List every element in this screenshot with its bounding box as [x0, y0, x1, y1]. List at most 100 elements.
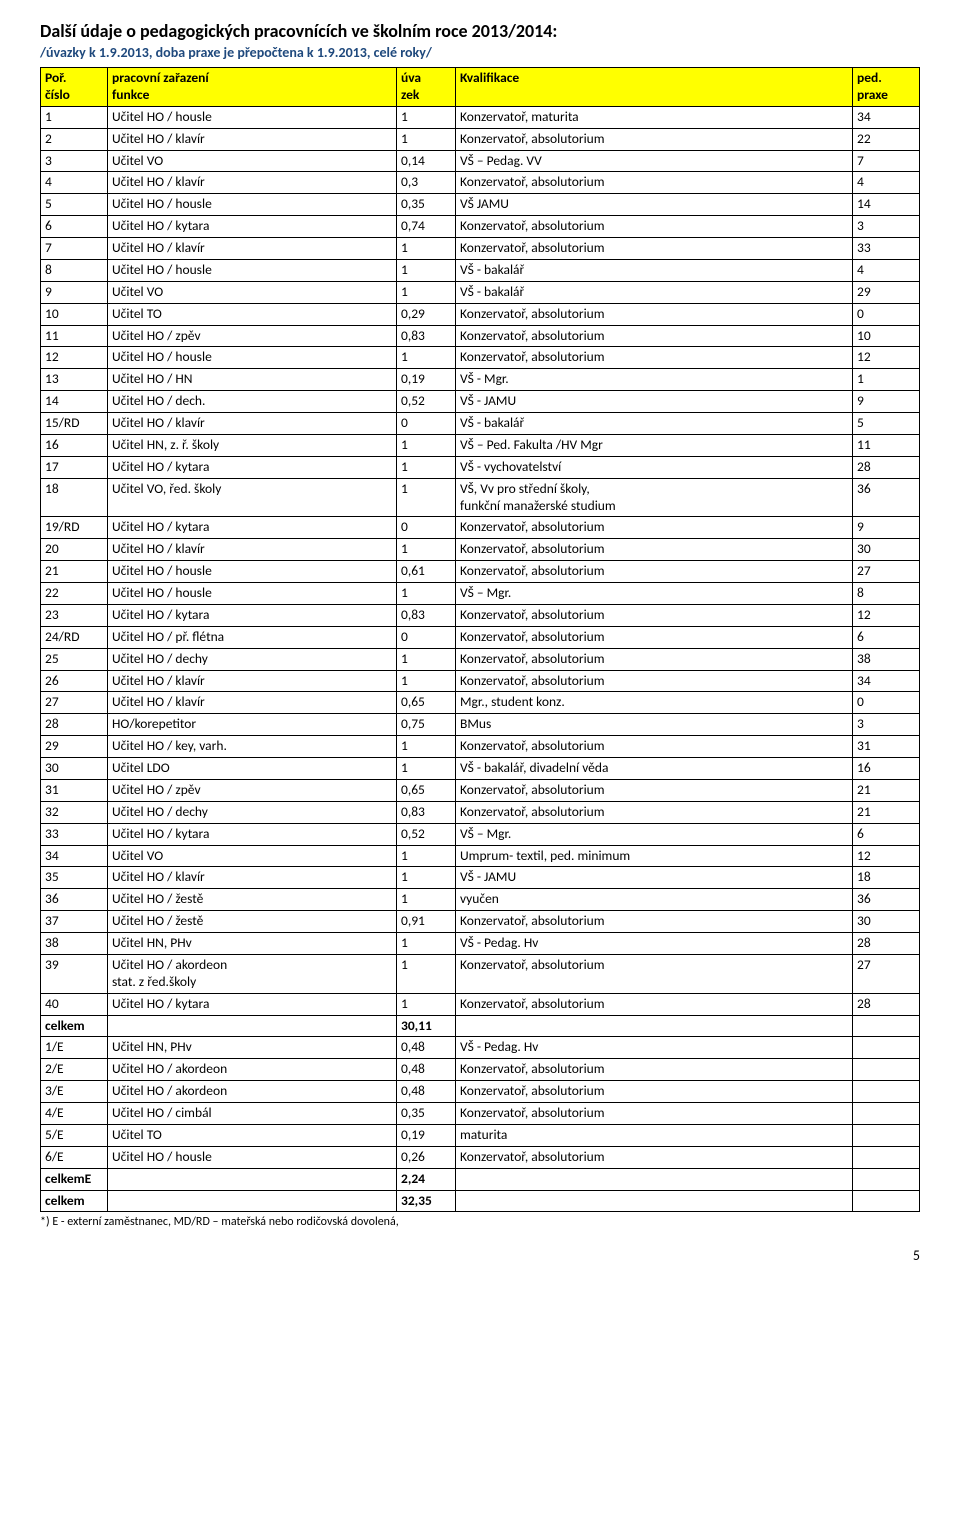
- cell-kv: Konzervatoř, maturita: [456, 106, 853, 128]
- table-row: 17Učitel HO / kytara1VŠ - vychovatelství…: [41, 456, 920, 478]
- cell-fn: Učitel VO, řed. školy: [108, 478, 397, 517]
- cell-uv: 1: [397, 648, 456, 670]
- cell-fn: Učitel HO / zpěv: [108, 325, 397, 347]
- cell-pr: 21: [853, 779, 920, 801]
- cell-pr: 12: [853, 604, 920, 626]
- cell-uv: 0,3: [397, 172, 456, 194]
- cell-uv: 1: [397, 583, 456, 605]
- cell-uv: 0,14: [397, 150, 456, 172]
- table-row: 4Učitel HO / klavír0,3Konzervatoř, absol…: [41, 172, 920, 194]
- cell-fn: Učitel HO / dechy: [108, 648, 397, 670]
- cell-uv: 1: [397, 106, 456, 128]
- cell-kv: Mgr., student konz.: [456, 692, 853, 714]
- cell-kv: Konzervatoř, absolutorium: [456, 1059, 853, 1081]
- cell-id: celkem: [41, 1015, 108, 1037]
- cell-pr: 12: [853, 347, 920, 369]
- cell-fn: [108, 1015, 397, 1037]
- cell-pr: 30: [853, 539, 920, 561]
- table-row: 19/RDUčitel HO / kytara0Konzervatoř, abs…: [41, 517, 920, 539]
- cell-fn: Učitel HO / klavír: [108, 539, 397, 561]
- cell-pr: 28: [853, 933, 920, 955]
- cell-fn: Učitel HN, PHv: [108, 1037, 397, 1059]
- cell-id: 32: [41, 801, 108, 823]
- cell-pr: 7: [853, 150, 920, 172]
- page-subheading: /úvazky k 1.9.2013, doba praxe je přepoč…: [40, 44, 920, 61]
- cell-id: 26: [41, 670, 108, 692]
- cell-fn: Učitel HN, PHv: [108, 933, 397, 955]
- table-row: 2/EUčitel HO / akordeon0,48Konzervatoř, …: [41, 1059, 920, 1081]
- cell-kv: Konzervatoř, absolutorium: [456, 954, 853, 993]
- cell-kv: Konzervatoř, absolutorium: [456, 736, 853, 758]
- cell-pr: 28: [853, 456, 920, 478]
- cell-uv: 0: [397, 626, 456, 648]
- table-row: 20Učitel HO / klavír1Konzervatoř, absolu…: [41, 539, 920, 561]
- table-row: 3/EUčitel HO / akordeon0,48Konzervatoř, …: [41, 1081, 920, 1103]
- cell-id: 11: [41, 325, 108, 347]
- cell-fn: Učitel HO / žestě: [108, 911, 397, 933]
- cell-pr: 0: [853, 692, 920, 714]
- cell-kv: Konzervatoř, absolutorium: [456, 779, 853, 801]
- cell-id: 40: [41, 993, 108, 1015]
- cell-id: 19/RD: [41, 517, 108, 539]
- cell-fn: [108, 1190, 397, 1212]
- table-row: 6Učitel HO / kytara0,74Konzervatoř, abso…: [41, 216, 920, 238]
- cell-fn: Učitel HO / kytara: [108, 993, 397, 1015]
- cell-fn: Učitel HO / klavír: [108, 670, 397, 692]
- cell-uv: 0,83: [397, 604, 456, 626]
- table-row: 10Učitel TO0,29Konzervatoř, absolutorium…: [41, 303, 920, 325]
- cell-id: 16: [41, 434, 108, 456]
- cell-uv: 32,35: [397, 1190, 456, 1212]
- cell-uv: 0,19: [397, 369, 456, 391]
- table-row: 39Učitel HO / akordeonstat. z řed.školy1…: [41, 954, 920, 993]
- cell-kv: Konzervatoř, absolutorium: [456, 1103, 853, 1125]
- table-row: 27Učitel HO / klavír0,65Mgr., student ko…: [41, 692, 920, 714]
- cell-fn: Učitel HO / zpěv: [108, 779, 397, 801]
- cell-fn: Učitel HO / housle: [108, 106, 397, 128]
- cell-kv: Konzervatoř, absolutorium: [456, 1081, 853, 1103]
- table-row: 1/EUčitel HN, PHv0,48VŠ - Pedag. Hv: [41, 1037, 920, 1059]
- cell-pr: 31: [853, 736, 920, 758]
- table-row: 37Učitel HO / žestě0,91Konzervatoř, abso…: [41, 911, 920, 933]
- cell-kv: maturita: [456, 1124, 853, 1146]
- cell-pr: 12: [853, 845, 920, 867]
- cell-kv: Konzervatoř, absolutorium: [456, 626, 853, 648]
- table-row: 14Učitel HO / dech.0,52VŠ - JAMU9: [41, 391, 920, 413]
- cell-kv: VŠ – Pedag. VV: [456, 150, 853, 172]
- cell-fn: Učitel HO / akordeonstat. z řed.školy: [108, 954, 397, 993]
- page-number: 5: [40, 1247, 920, 1264]
- cell-uv: 0,35: [397, 1103, 456, 1125]
- cell-id: 1/E: [41, 1037, 108, 1059]
- cell-fn: Učitel LDO: [108, 758, 397, 780]
- cell-fn: Učitel HO / housle: [108, 583, 397, 605]
- cell-uv: 1: [397, 736, 456, 758]
- cell-uv: 0,61: [397, 561, 456, 583]
- cell-id: 3/E: [41, 1081, 108, 1103]
- cell-uv: 0,29: [397, 303, 456, 325]
- cell-fn: Učitel VO: [108, 845, 397, 867]
- cell-uv: 0,74: [397, 216, 456, 238]
- cell-fn: Učitel HO / klavír: [108, 128, 397, 150]
- table-row: 31Učitel HO / zpěv0,65Konzervatoř, absol…: [41, 779, 920, 801]
- cell-fn: Učitel HO / kytara: [108, 456, 397, 478]
- table-row: 32Učitel HO / dechy0,83Konzervatoř, abso…: [41, 801, 920, 823]
- cell-pr: 5: [853, 413, 920, 435]
- cell-fn: Učitel HO / dech.: [108, 391, 397, 413]
- cell-pr: [853, 1124, 920, 1146]
- cell-kv: Konzervatoř, absolutorium: [456, 128, 853, 150]
- cell-kv: Konzervatoř, absolutorium: [456, 1146, 853, 1168]
- cell-pr: [853, 1190, 920, 1212]
- cell-kv: Konzervatoř, absolutorium: [456, 238, 853, 260]
- cell-fn: Učitel HO / housle: [108, 1146, 397, 1168]
- cell-fn: Učitel HO / cimbál: [108, 1103, 397, 1125]
- cell-pr: 34: [853, 670, 920, 692]
- table-row: 5/EUčitel TO0,19maturita: [41, 1124, 920, 1146]
- cell-pr: [853, 1015, 920, 1037]
- table-row: 6/EUčitel HO / housle0,26Konzervatoř, ab…: [41, 1146, 920, 1168]
- table-row: 36Učitel HO / žestě1vyučen36: [41, 889, 920, 911]
- cell-kv: Konzervatoř, absolutorium: [456, 325, 853, 347]
- table-row: celkem32,35: [41, 1190, 920, 1212]
- cell-id: 2/E: [41, 1059, 108, 1081]
- cell-kv: VŠ - bakalář: [456, 281, 853, 303]
- cell-id: 6: [41, 216, 108, 238]
- cell-pr: [853, 1103, 920, 1125]
